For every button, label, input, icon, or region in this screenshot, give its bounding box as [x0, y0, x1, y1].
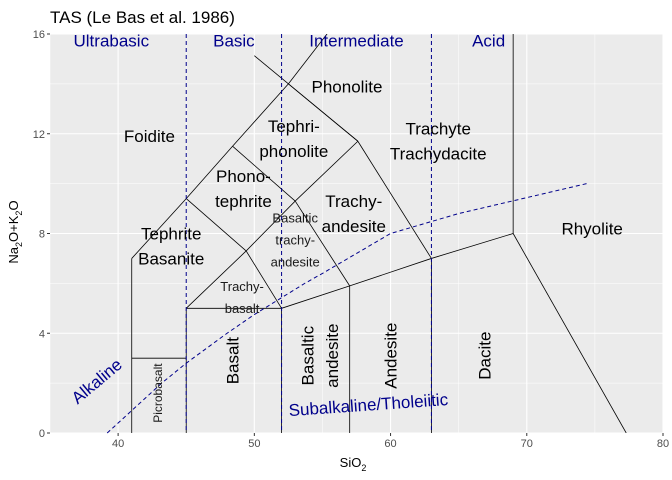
rock-field-label: Trachy-basalt [220, 279, 264, 316]
rock-field-label-line: Trachydacite [390, 145, 487, 164]
field-boundary-line [232, 83, 289, 147]
field-boundary-line [512, 233, 627, 433]
x-tick-label: 70 [521, 438, 533, 450]
field-boundary-line [288, 34, 328, 85]
silica-group-label: Ultrabasic [74, 31, 150, 50]
rock-field-label-line: andesite [322, 217, 386, 236]
rock-field-label-line: Rhyolite [561, 220, 622, 239]
x-axis-label-subscript: 2 [361, 463, 366, 473]
x-axis-ticks: 40 50 60 70 80 [112, 433, 669, 450]
silica-group-label: Intermediate [309, 31, 404, 50]
rock-field-label-line: Basanite [138, 249, 204, 268]
field-boundary-line [357, 141, 432, 259]
rock-field-label: Foidite [124, 127, 175, 146]
y-axis-label-subscript-2: 2 [14, 211, 24, 216]
rock-field-label-line: Phono- [216, 167, 271, 186]
rock-field-label: Phonolite [312, 77, 383, 96]
x-tick-label: 80 [657, 438, 669, 450]
y-axis-label-part-1: Na [6, 246, 21, 263]
y-axis-label-part-2: O+K [6, 215, 21, 242]
rock-field-label: Tephri-phonolite [259, 117, 328, 161]
rock-field-label-line: basalt [225, 301, 260, 316]
rock-field-label-line: Trachy- [325, 192, 382, 211]
field-boundary-line [185, 250, 247, 309]
y-tick-label: 0 [39, 428, 45, 440]
field-boundary-line [294, 140, 359, 202]
rock-field-rotated-labels: Picrobasalt Basalt Basaltic andesite Andesit… [151, 323, 494, 423]
field-boundary-line [185, 145, 233, 199]
y-axis-label-part-3: O [6, 200, 21, 210]
field-boundary-line [431, 233, 514, 259]
field-boundary-line [245, 200, 296, 252]
field-boundary-line [281, 285, 350, 309]
rock-field-label-line: Basaltic [272, 210, 318, 225]
alkaline-subalkaline-divider [106, 183, 587, 434]
rock-field-label-line: tephrite [215, 192, 272, 211]
y-tick-label: 4 [39, 328, 45, 340]
silica-group-label: Basic [213, 31, 255, 50]
rock-field-rotated-label: andesite [323, 324, 342, 388]
field-boundary-line [185, 198, 247, 252]
rock-field-rotated-label: Basaltic [298, 325, 317, 385]
y-tick-label: 16 [33, 29, 45, 41]
rock-field-label-line: Phonolite [312, 77, 383, 96]
x-tick-label: 40 [112, 438, 124, 450]
y-axis-label: Na2O+K2O [6, 200, 24, 263]
rock-field-label-line: andesite [271, 254, 320, 269]
rock-field-label-line: Tephrite [141, 224, 201, 243]
silica-group-label: Acid [472, 31, 505, 50]
rock-field-rotated-label: Dacite [475, 332, 494, 380]
rock-field-rotated-label: Picrobasalt [151, 363, 165, 423]
field-boundary-line [294, 200, 351, 287]
chart-title: TAS (Le Bas et al. 1986) [50, 8, 235, 27]
rock-field-label-line: phonolite [259, 142, 328, 161]
rock-field-rotated-label: Andesite [381, 323, 400, 389]
field-boundary-line [254, 55, 359, 142]
y-axis-ticks: 0 4 8 12 16 [33, 29, 50, 440]
rock-field-label-line: Trachyte [405, 120, 471, 139]
silica-group-labels: Ultrabasic Basic Intermediate Acid [74, 31, 506, 50]
rock-field-label-line: Foidite [124, 127, 175, 146]
x-tick-label: 50 [248, 438, 260, 450]
rock-field-label-line: trachy- [275, 232, 315, 247]
rock-field-label-line: Trachy- [220, 279, 264, 294]
y-axis-label-subscript-1: 2 [14, 242, 24, 247]
rock-field-label: Rhyolite [561, 220, 622, 239]
rock-field-label: Trachyte Trachydacite [390, 120, 487, 164]
y-tick-label: 8 [39, 229, 45, 241]
rock-field-rotated-label: Basalt [223, 337, 242, 385]
rock-field-label: Basaltic trachy-andesite [271, 210, 320, 269]
rock-field-label-line: Tephri- [268, 117, 320, 136]
field-boundary-line [245, 250, 282, 309]
field-boundary-line [232, 145, 296, 202]
field-boundary-line [349, 258, 432, 287]
x-axis-label: SiO2 [340, 455, 367, 473]
rock-field-label: Phono-tephrite [215, 167, 272, 211]
rock-field-labels: Foidite Phonolite Tephri-phonolite Trachyte… [124, 77, 623, 315]
field-boundary-line [131, 198, 187, 259]
rock-field-label: Trachy-andesite [322, 192, 386, 236]
y-tick-label: 12 [33, 129, 45, 141]
silica-division-lines [185, 34, 432, 433]
x-tick-label: 60 [384, 438, 396, 450]
rock-field-label: Tephrite Basanite [138, 224, 204, 268]
x-axis-label-main: SiO [340, 455, 362, 470]
